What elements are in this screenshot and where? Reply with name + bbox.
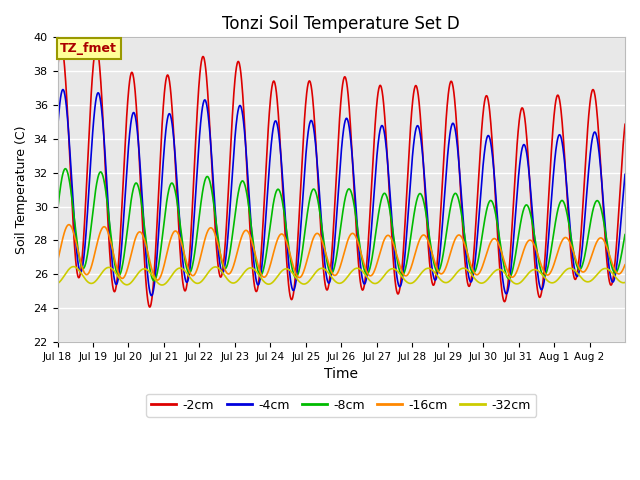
-32cm xyxy=(621,279,629,285)
Line: -8cm: -8cm xyxy=(58,168,625,281)
-2cm xyxy=(614,215,622,220)
-8cm xyxy=(614,265,622,271)
-2cm xyxy=(559,129,567,134)
-2cm xyxy=(58,43,65,48)
-8cm xyxy=(317,213,324,219)
-8cm xyxy=(327,271,335,276)
-32cm xyxy=(476,280,484,286)
-16cm xyxy=(621,262,629,268)
-16cm xyxy=(143,245,150,251)
Line: -16cm: -16cm xyxy=(58,225,625,280)
-32cm xyxy=(559,270,567,276)
Line: -4cm: -4cm xyxy=(58,90,625,296)
-32cm xyxy=(614,277,622,283)
-2cm xyxy=(621,121,629,127)
-8cm xyxy=(143,242,150,248)
-4cm xyxy=(621,171,629,177)
-2cm xyxy=(317,222,324,228)
-32cm xyxy=(54,281,61,287)
Line: -2cm: -2cm xyxy=(58,46,625,307)
-4cm xyxy=(559,144,567,150)
-2cm xyxy=(327,261,335,266)
-2cm xyxy=(54,67,61,72)
-4cm xyxy=(317,205,324,211)
-32cm xyxy=(143,266,150,272)
X-axis label: Time: Time xyxy=(324,367,358,381)
-4cm xyxy=(614,248,622,253)
-32cm xyxy=(158,282,166,288)
-32cm xyxy=(317,265,324,271)
-16cm xyxy=(317,234,324,240)
Title: Tonzi Soil Temperature Set D: Tonzi Soil Temperature Set D xyxy=(222,15,460,33)
-8cm xyxy=(476,249,484,254)
-16cm xyxy=(476,270,484,276)
Legend: -2cm, -4cm, -8cm, -16cm, -32cm: -2cm, -4cm, -8cm, -16cm, -32cm xyxy=(147,394,536,417)
-8cm xyxy=(559,198,567,204)
-8cm xyxy=(54,208,61,214)
Line: -32cm: -32cm xyxy=(58,266,625,285)
-4cm xyxy=(476,204,484,209)
-32cm xyxy=(327,274,335,279)
-16cm xyxy=(54,259,61,264)
-32cm xyxy=(70,264,77,269)
-2cm xyxy=(476,156,484,161)
-16cm xyxy=(559,237,567,242)
-2cm xyxy=(146,304,154,310)
-4cm xyxy=(143,261,150,267)
Text: TZ_fmet: TZ_fmet xyxy=(60,42,117,55)
-4cm xyxy=(60,87,67,93)
-4cm xyxy=(54,126,61,132)
-16cm xyxy=(154,277,161,283)
-2cm xyxy=(143,287,150,293)
-8cm xyxy=(61,166,69,171)
Y-axis label: Soil Temperature (C): Soil Temperature (C) xyxy=(15,125,28,254)
-8cm xyxy=(150,278,158,284)
-16cm xyxy=(327,268,335,274)
-4cm xyxy=(148,293,156,299)
-4cm xyxy=(327,274,335,279)
-16cm xyxy=(614,271,622,277)
-8cm xyxy=(621,232,629,238)
-16cm xyxy=(65,222,73,228)
